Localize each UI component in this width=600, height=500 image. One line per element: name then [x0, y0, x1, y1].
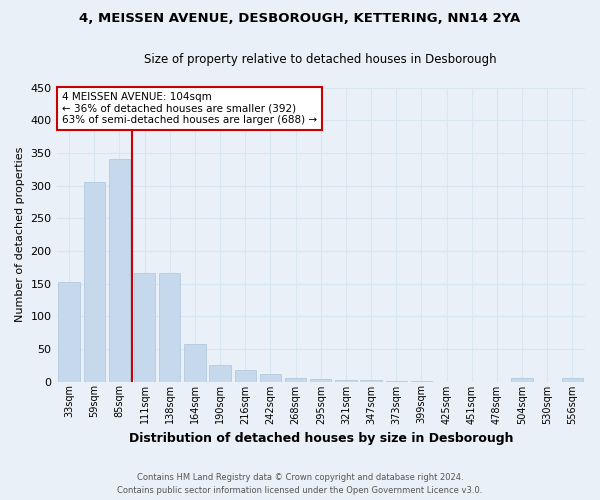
Title: Size of property relative to detached houses in Desborough: Size of property relative to detached ho…: [145, 52, 497, 66]
Bar: [562, 378, 583, 382]
Y-axis label: Number of detached properties: Number of detached properties: [15, 147, 25, 322]
Text: 4 MEISSEN AVENUE: 104sqm
← 36% of detached houses are smaller (392)
63% of semi-: 4 MEISSEN AVENUE: 104sqm ← 36% of detach…: [62, 92, 317, 125]
Bar: [58, 282, 80, 382]
Bar: [511, 378, 533, 382]
X-axis label: Distribution of detached houses by size in Desborough: Distribution of detached houses by size …: [128, 432, 513, 445]
Bar: [361, 380, 382, 382]
Bar: [159, 273, 181, 382]
Bar: [83, 182, 105, 382]
Bar: [184, 344, 206, 382]
Bar: [235, 370, 256, 382]
Bar: [260, 374, 281, 382]
Text: 4, MEISSEN AVENUE, DESBOROUGH, KETTERING, NN14 2YA: 4, MEISSEN AVENUE, DESBOROUGH, KETTERING…: [79, 12, 521, 26]
Bar: [134, 273, 155, 382]
Text: Contains HM Land Registry data © Crown copyright and database right 2024.
Contai: Contains HM Land Registry data © Crown c…: [118, 473, 482, 495]
Bar: [386, 381, 407, 382]
Bar: [310, 379, 331, 382]
Bar: [411, 381, 432, 382]
Bar: [335, 380, 356, 382]
Bar: [285, 378, 307, 382]
Bar: [209, 365, 231, 382]
Bar: [109, 160, 130, 382]
